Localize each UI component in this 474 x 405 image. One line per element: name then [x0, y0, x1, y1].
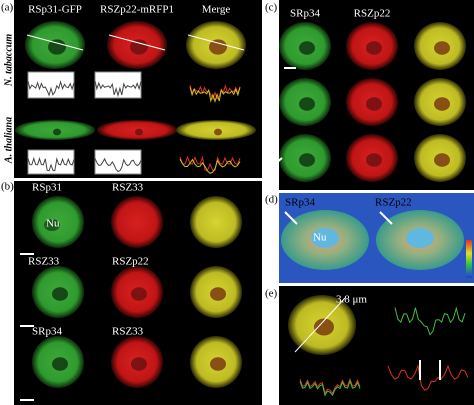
arrow	[379, 211, 393, 225]
profile-line	[27, 156, 75, 172]
cell-label: RSZ33	[28, 256, 60, 268]
scan-line	[26, 34, 84, 51]
nucleolus	[44, 219, 60, 231]
profile-box	[27, 149, 75, 175]
scan-line	[187, 34, 245, 51]
cell-label: SRp34	[32, 326, 62, 338]
nucleolus	[53, 128, 61, 136]
cell-label: RSZ33	[112, 326, 144, 338]
nucleolus	[406, 228, 434, 248]
cell-label: RSZp22	[112, 256, 149, 268]
nucleolus	[299, 153, 315, 167]
nucleolus	[434, 41, 450, 55]
row-title: A. thaliana	[3, 117, 14, 164]
column-title: Merge	[202, 4, 231, 16]
nucleolus	[52, 357, 68, 371]
cell	[190, 196, 242, 248]
arrow	[284, 211, 298, 225]
cell-label: RSZ33	[112, 182, 144, 194]
nucleolus	[135, 128, 143, 136]
nucleolus	[366, 41, 382, 55]
nucleolus	[311, 228, 339, 248]
panel-label: (d)	[265, 194, 278, 206]
nucleolus	[131, 357, 147, 371]
profile-line	[94, 80, 142, 98]
scan-line	[108, 34, 166, 51]
nucleolus	[210, 287, 226, 301]
profile-line	[387, 364, 469, 391]
nucleolus	[434, 153, 450, 167]
nucleolus	[366, 153, 382, 167]
nucleolus	[48, 39, 66, 55]
annotation: Nu	[313, 232, 327, 244]
panel-label: (e)	[265, 288, 278, 300]
panel-label: (b)	[1, 181, 14, 193]
profile-line	[299, 377, 361, 395]
nucleolus	[299, 41, 315, 55]
column-title: RSZp22	[354, 8, 391, 20]
panel-label: (a)	[1, 2, 14, 14]
nucleolus	[314, 318, 334, 336]
annotation: Nu	[46, 218, 60, 230]
column-title: RSZp22-mRFP1	[100, 4, 174, 16]
title: SRp34	[285, 197, 315, 209]
profile-line	[299, 379, 361, 397]
title: RSZp22	[375, 197, 412, 209]
nucleolus	[214, 128, 222, 136]
nucleolus	[210, 357, 226, 371]
row-title: N. tabaccum	[3, 34, 14, 87]
profile-line	[394, 306, 466, 336]
nucleolus	[130, 39, 148, 55]
nucleolus	[299, 97, 315, 111]
profile-box	[27, 71, 75, 99]
column-title: RSp31-GFP	[28, 4, 82, 16]
panel-label: (c)	[265, 2, 278, 14]
scan-line	[294, 297, 346, 353]
profile-line	[179, 158, 241, 174]
color-bar	[466, 240, 472, 278]
annotation: 3.8 μm	[336, 294, 367, 306]
nucleolus	[52, 287, 68, 301]
arrow	[269, 157, 283, 169]
cell-label: RSp31	[32, 182, 62, 194]
profile-line	[189, 86, 241, 104]
nucleolus	[209, 39, 227, 55]
profile-line	[27, 80, 75, 97]
nucleolus	[131, 287, 147, 301]
nucleolus	[366, 97, 382, 111]
profile-line	[94, 157, 142, 173]
nucleolus	[434, 97, 450, 111]
cell	[111, 196, 163, 248]
column-title: SRp34	[290, 8, 320, 20]
